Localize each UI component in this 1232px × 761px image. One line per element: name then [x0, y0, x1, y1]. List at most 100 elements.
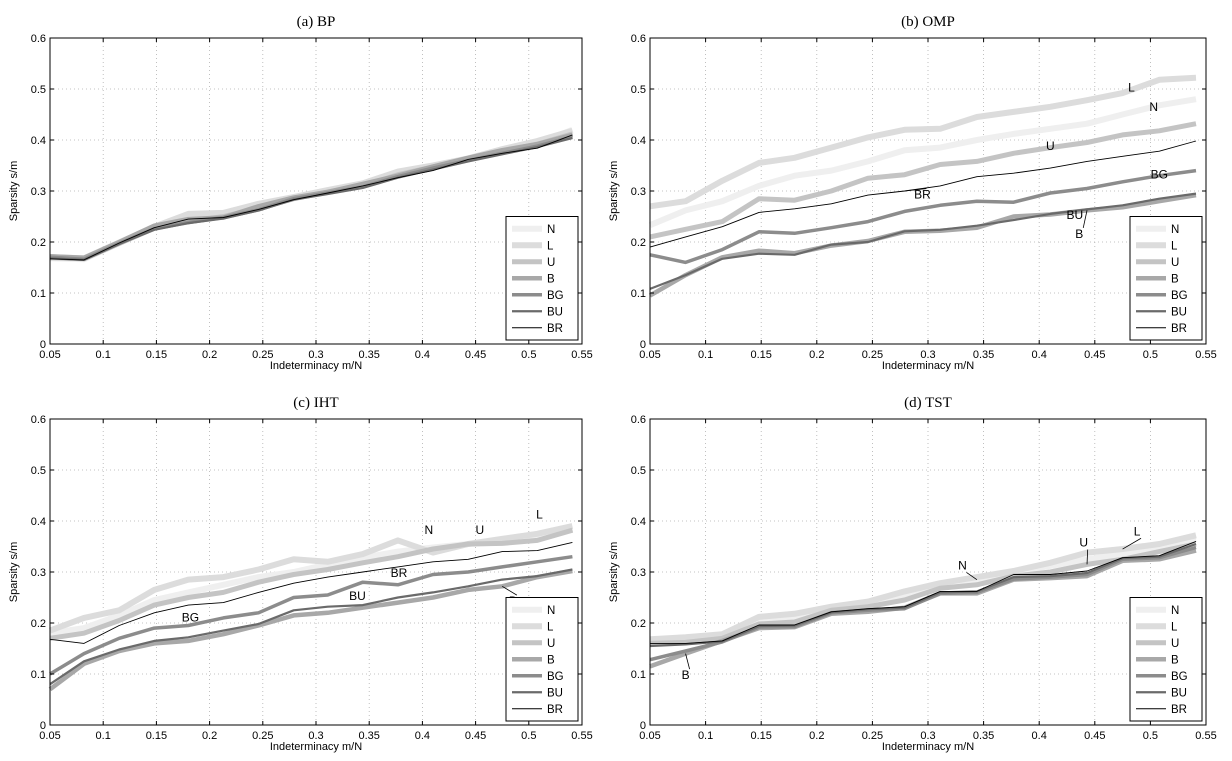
y-tick-label: 0.6: [31, 414, 46, 426]
legend-label-bu: BU: [1171, 306, 1187, 318]
legend-label-u: U: [1171, 638, 1179, 650]
y-tick-label: 0.6: [631, 33, 646, 45]
x-tick-label: 0.15: [146, 730, 167, 742]
legend-label-l: L: [1171, 240, 1178, 252]
x-tick-label: 0.4: [415, 730, 430, 742]
x-axis-label: Indeterminacy m/N: [270, 741, 362, 753]
y-tick-label: 0.1: [631, 288, 646, 300]
annotation-leader: [1082, 210, 1088, 229]
legend-label-br: BR: [1171, 704, 1187, 716]
legend-label-bu: BU: [547, 306, 563, 318]
annotation-leader: [501, 585, 518, 596]
x-tick-label: 0.35: [358, 349, 379, 361]
legend-label-bg: BG: [1171, 671, 1188, 683]
chart-title: (d) TST: [904, 395, 952, 411]
x-tick-label: 0.1: [698, 730, 713, 742]
legend-label-l: L: [547, 240, 554, 252]
y-tick-label: 0.1: [31, 669, 46, 681]
legend-label-b: B: [1171, 654, 1179, 666]
x-tick-label: 0.1: [96, 349, 111, 361]
x-tick-label: 0.35: [973, 730, 994, 742]
series-annotation-n: N: [424, 523, 433, 537]
x-tick-label: 0.45: [465, 349, 486, 361]
x-tick-label: 0.55: [1195, 349, 1216, 361]
y-tick-label: 0.1: [631, 669, 646, 681]
x-tick-label: 0.3: [308, 349, 323, 361]
y-tick-label: 0.5: [631, 84, 646, 96]
series-line-u: [49, 527, 574, 641]
x-tick-label: 0.2: [202, 349, 217, 361]
annotation-leader: [685, 653, 690, 670]
x-tick-label: 0.35: [358, 730, 379, 742]
series-line-n: [648, 96, 1197, 228]
legend-label-n: N: [547, 224, 555, 236]
series-line-l: [649, 532, 1197, 643]
legend-label-br: BR: [547, 704, 563, 716]
x-tick-label: 0.45: [1084, 349, 1105, 361]
x-tick-label: 0.15: [750, 730, 771, 742]
series-line-br: [650, 540, 1197, 644]
legend-label-l: L: [1171, 621, 1178, 633]
legend-label-u: U: [547, 257, 555, 269]
y-tick-label: 0: [640, 720, 646, 732]
y-tick-label: 0.2: [31, 237, 46, 249]
legend-label-bg: BG: [547, 671, 564, 683]
series-annotation-br: BR: [914, 188, 931, 202]
series-annotation-bg: BG: [1151, 167, 1168, 181]
x-tick-label: 0.45: [1084, 730, 1105, 742]
series-annotation-b: B: [1075, 227, 1083, 241]
legend-label-b: B: [547, 273, 555, 285]
y-tick-label: 0.4: [31, 135, 46, 147]
series-annotation-bu: BU: [1066, 208, 1083, 222]
x-tick-label: 0.05: [639, 349, 660, 361]
x-tick-label: 0.4: [1032, 349, 1047, 361]
series-line-bu: [49, 568, 573, 686]
y-tick-label: 0.6: [631, 414, 646, 426]
y-tick-label: 0.2: [631, 237, 646, 249]
x-tick-label: 0.35: [973, 349, 994, 361]
series-annotation-bu: BU: [349, 589, 366, 603]
x-tick-label: 0.5: [1143, 730, 1158, 742]
y-tick-label: 0.2: [31, 618, 46, 630]
x-tick-label: 0.25: [862, 730, 883, 742]
y-tick-label: 0.1: [31, 288, 46, 300]
series-line-bg: [649, 168, 1197, 265]
series-line-bg: [649, 545, 1197, 662]
y-tick-label: 0.3: [31, 186, 46, 198]
series-annotation-br: BR: [391, 566, 408, 580]
x-tick-label: 0.25: [862, 349, 883, 361]
chart-panel-4: 0.05 0.1 0.15 0.2 0.25 0.3 0.35 0.4 0.45 0.5 0.55 0…: [608, 395, 1217, 753]
legend-label-b: B: [1171, 273, 1179, 285]
y-tick-label: 0.5: [31, 84, 46, 96]
x-tick-label: 0.2: [202, 730, 217, 742]
y-axis-label: Sparsity s/m: [8, 542, 20, 603]
series-line-u: [649, 541, 1197, 646]
y-tick-label: 0.5: [631, 465, 646, 477]
x-tick-label: 0.3: [920, 730, 935, 742]
series-line-bu: [49, 136, 573, 261]
x-tick-label: 0.05: [39, 730, 60, 742]
legend-label-u: U: [1171, 257, 1179, 269]
annotation-leader: [966, 572, 978, 580]
x-tick-label: 0.4: [1032, 730, 1047, 742]
y-tick-label: 0.4: [631, 135, 646, 147]
y-axis-label: Sparsity s/m: [8, 161, 20, 222]
x-tick-label: 0.15: [750, 349, 771, 361]
series-annotation-l: L: [536, 507, 543, 521]
x-tick-label: 0.25: [252, 730, 273, 742]
legend-label-b: B: [547, 654, 555, 666]
x-tick-label: 0.4: [415, 349, 430, 361]
y-tick-label: 0.6: [31, 33, 46, 45]
series-annotation-u: U: [476, 523, 485, 537]
y-tick-label: 0.3: [31, 567, 46, 579]
x-tick-label: 0.5: [521, 730, 536, 742]
x-tick-label: 0.5: [521, 349, 536, 361]
legend-label-br: BR: [547, 323, 563, 335]
legend-label-u: U: [547, 638, 555, 650]
series-line-l: [649, 74, 1197, 210]
chart-title: (c) IHT: [293, 395, 338, 411]
x-axis-label: Indeterminacy m/N: [882, 360, 974, 372]
annotation-leader: [904, 188, 927, 192]
